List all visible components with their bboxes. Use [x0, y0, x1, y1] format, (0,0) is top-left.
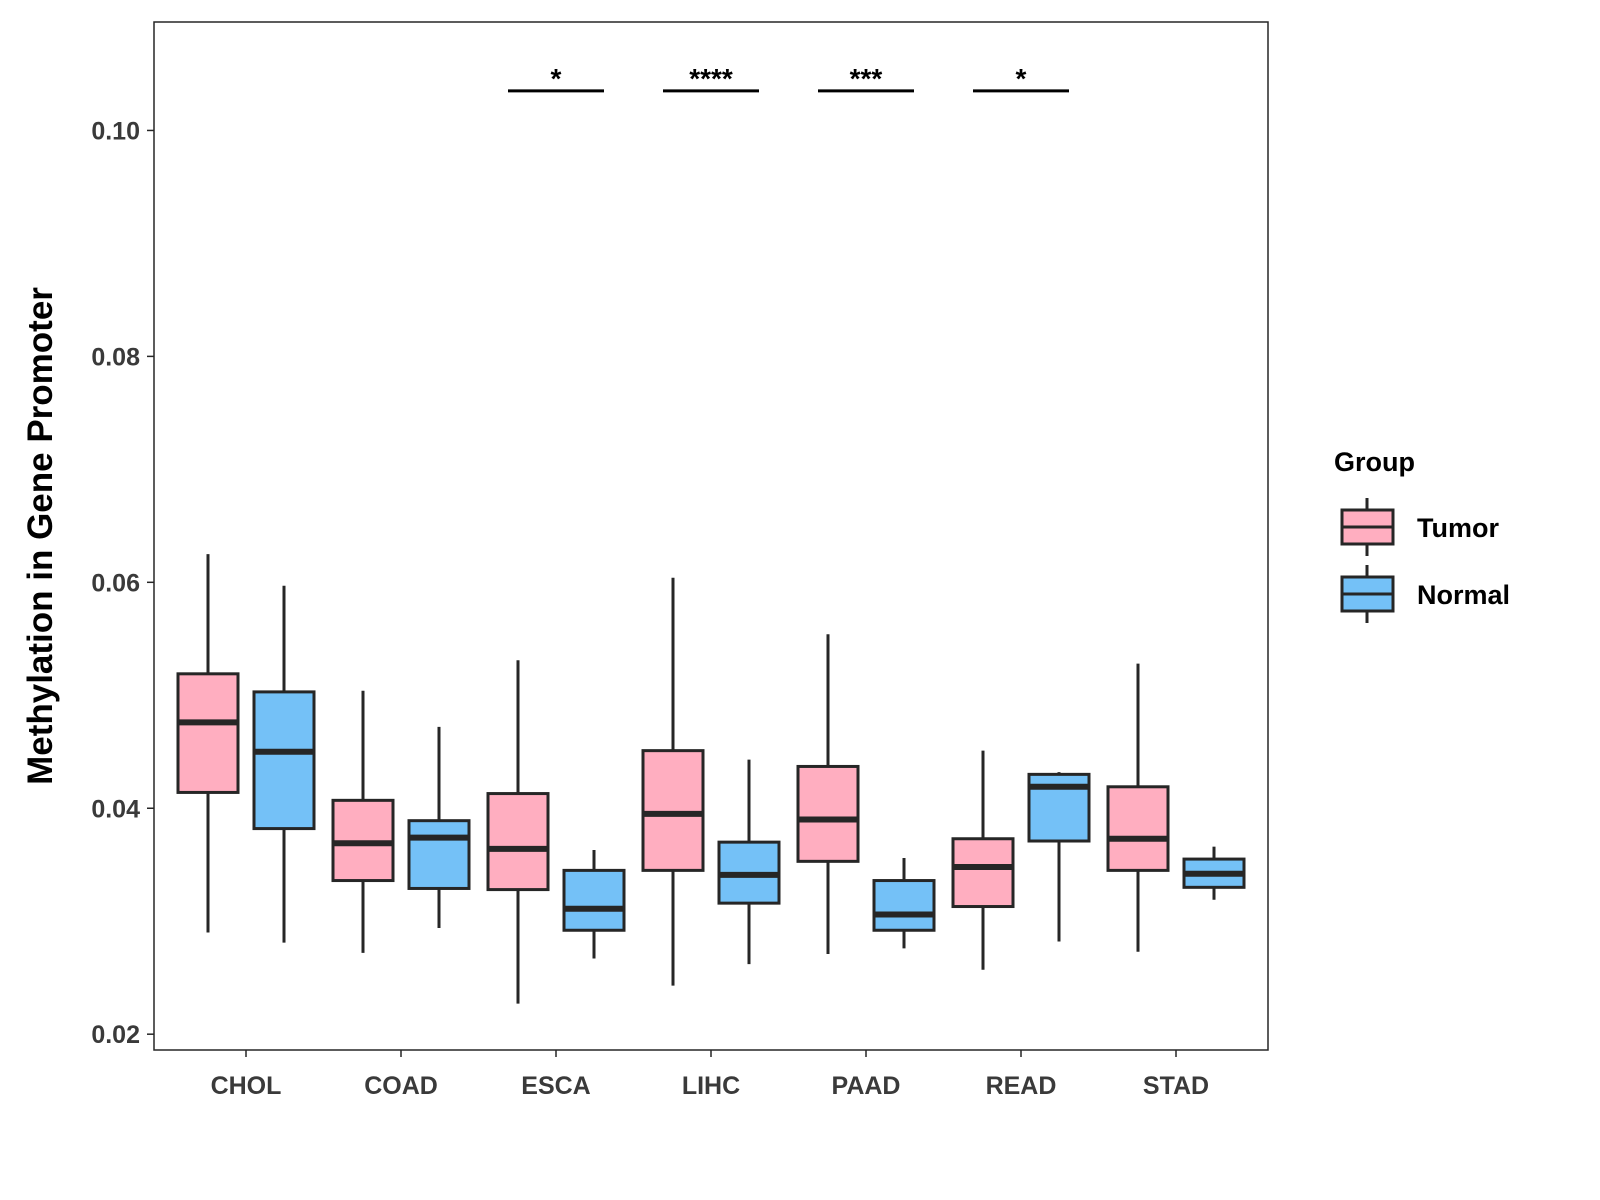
box-iqr	[872, 879, 936, 932]
x-tick-label: LIHC	[682, 1072, 740, 1100]
y-tick-label: 0.04	[91, 795, 140, 823]
box-normal-chol	[252, 585, 316, 943]
box-normal-lihc	[717, 759, 781, 965]
box-tumor-chol	[176, 554, 240, 933]
significance-label: ***	[850, 63, 883, 94]
legend-item-normal: Normal	[1340, 565, 1510, 623]
x-axis: CHOL COAD ESCA LIHC PAAD READ STAD	[211, 1050, 1209, 1100]
significance-annotations: * **** *** *	[508, 63, 1069, 94]
x-tick-label: PAAD	[832, 1072, 901, 1100]
legend: Group Tumor Normal	[1334, 447, 1510, 623]
y-axis: 0.02 0.04 0.06 0.08 0.10	[91, 117, 154, 1049]
box-iqr	[176, 672, 240, 794]
legend-item-tumor: Tumor	[1340, 498, 1499, 556]
box-iqr	[641, 749, 705, 872]
y-tick-label: 0.08	[91, 343, 140, 371]
x-tick-label: READ	[986, 1072, 1057, 1100]
box-normal-esca	[562, 850, 626, 959]
box-iqr	[562, 868, 626, 932]
plot-panel	[153, 21, 1269, 1051]
box-tumor-lihc	[641, 577, 705, 986]
box-iqr	[486, 792, 550, 892]
box-iqr	[407, 819, 471, 890]
significance-label: *	[551, 63, 562, 94]
box-tumor-esca	[486, 660, 550, 1004]
box-iqr	[951, 837, 1015, 909]
significance-label: ****	[689, 63, 733, 94]
y-tick-label: 0.10	[91, 117, 140, 145]
box-iqr	[1106, 785, 1170, 872]
box-tumor-paad	[796, 634, 860, 954]
box-tumor-read	[951, 750, 1015, 970]
y-axis-label: Methylation in Gene Promoter	[21, 287, 60, 785]
y-tick-label: 0.02	[91, 1021, 140, 1049]
legend-label: Tumor	[1417, 513, 1499, 543]
box-iqr	[252, 690, 316, 831]
boxes	[176, 554, 1246, 1004]
legend-label: Normal	[1417, 580, 1510, 610]
box-normal-stad	[1182, 846, 1246, 900]
x-tick-label: STAD	[1143, 1072, 1209, 1100]
box-tumor-stad	[1106, 663, 1170, 952]
legend-title: Group	[1334, 447, 1415, 477]
x-tick-label: COAD	[364, 1072, 438, 1100]
significance-label: *	[1016, 63, 1027, 94]
y-tick-label: 0.06	[91, 569, 140, 597]
box-normal-coad	[407, 726, 471, 928]
box-normal-read	[1027, 772, 1091, 942]
box-iqr	[796, 764, 860, 863]
x-tick-label: CHOL	[211, 1072, 282, 1100]
x-tick-label: ESCA	[521, 1072, 590, 1100]
box-tumor-coad	[331, 690, 395, 953]
box-normal-paad	[872, 857, 936, 949]
